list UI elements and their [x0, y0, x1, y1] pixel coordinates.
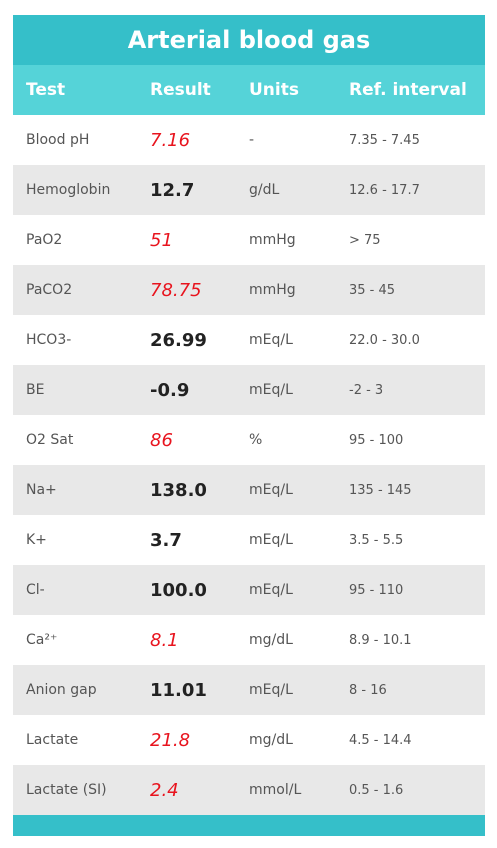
table-row: Na+ 138.0 mEq/L 135 - 145: [13, 465, 485, 515]
ref-interval-cell: 8.9 - 10.1: [349, 632, 412, 648]
ref-interval-cell: 12.6 - 17.7: [349, 182, 420, 198]
result-value-cell: 26.99: [150, 329, 207, 351]
test-name-cell: Anion gap: [26, 682, 97, 698]
ref-interval-cell: 4.5 - 14.4: [349, 732, 412, 748]
ref-interval-cell: 22.0 - 30.0: [349, 332, 420, 348]
header-ref-interval: Ref. interval: [349, 80, 467, 100]
result-value-cell: -0.9: [150, 379, 190, 401]
units-cell: -: [249, 132, 255, 148]
ref-interval-cell: 0.5 - 1.6: [349, 782, 404, 798]
ref-interval-cell: 3.5 - 5.5: [349, 532, 404, 548]
test-name-cell: Lactate (SI): [26, 782, 107, 798]
result-value-cell: 8.1: [150, 629, 179, 651]
ref-interval-cell: -2 - 3: [349, 382, 384, 398]
ref-interval-cell: 95 - 100: [349, 432, 404, 448]
table-row: Anion gap 11.01 mEq/L 8 - 16: [13, 665, 485, 715]
units-cell: mmol/L: [249, 782, 302, 798]
header-test: Test: [26, 80, 66, 100]
ref-interval-cell: 95 - 110: [349, 582, 404, 598]
table-row: Cl- 100.0 mEq/L 95 - 110: [13, 565, 485, 615]
header-result: Result: [150, 80, 211, 100]
units-cell: %: [249, 432, 263, 448]
table-row: Lactate 21.8 mg/dL 4.5 - 14.4: [13, 715, 485, 765]
units-cell: mEq/L: [249, 332, 293, 348]
units-cell: mmHg: [249, 282, 296, 298]
test-name-cell: Na+: [26, 482, 57, 498]
result-value-cell: 86: [150, 429, 173, 451]
table-body: Blood pH 7.16 - 7.35 - 7.45 Hemoglobin 12.7 g/…: [13, 115, 485, 815]
table-footer-bar: [13, 815, 485, 836]
result-value-cell: 51: [150, 229, 173, 251]
result-value-cell: 7.16: [150, 129, 191, 151]
units-cell: mg/dL: [249, 632, 293, 648]
table-row: PaO2 51 mmHg > 75: [13, 215, 485, 265]
table-row: Ca²⁺ 8.1 mg/dL 8.9 - 10.1: [13, 615, 485, 665]
result-value-cell: 138.0: [150, 479, 207, 501]
table-row: Blood pH 7.16 - 7.35 - 7.45: [13, 115, 485, 165]
table-row: BE -0.9 mEq/L -2 - 3: [13, 365, 485, 415]
ref-interval-cell: 35 - 45: [349, 282, 396, 298]
result-value-cell: 11.01: [150, 679, 207, 701]
result-value-cell: 100.0: [150, 579, 207, 601]
ref-interval-cell: 7.35 - 7.45: [349, 132, 420, 148]
table-row: Hemoglobin 12.7 g/dL 12.6 - 17.7: [13, 165, 485, 215]
test-name-cell: Hemoglobin: [26, 182, 111, 198]
test-name-cell: PaCO2: [26, 282, 73, 298]
units-cell: mEq/L: [249, 382, 293, 398]
result-value-cell: 2.4: [150, 779, 179, 801]
test-name-cell: O2 Sat: [26, 432, 74, 448]
result-value-cell: 78.75: [150, 279, 202, 301]
table-title: Arterial blood gas: [13, 15, 485, 65]
ref-interval-cell: 135 - 145: [349, 482, 412, 498]
test-name-cell: Blood pH: [26, 132, 90, 148]
test-name-cell: PaO2: [26, 232, 63, 248]
table-header-row: Test Result Units Ref. interval: [13, 65, 485, 115]
units-cell: mEq/L: [249, 482, 293, 498]
test-name-cell: Ca²⁺: [26, 632, 58, 648]
test-name-cell: BE: [26, 382, 45, 398]
units-cell: g/dL: [249, 182, 280, 198]
units-cell: mg/dL: [249, 732, 293, 748]
test-name-cell: HCO3-: [26, 332, 72, 348]
test-name-cell: Cl-: [26, 582, 45, 598]
abg-results-panel: Arterial blood gas Test Result Units Ref…: [13, 15, 485, 836]
result-value-cell: 21.8: [150, 729, 191, 751]
units-cell: mEq/L: [249, 582, 293, 598]
units-cell: mEq/L: [249, 532, 293, 548]
table-row: PaCO2 78.75 mmHg 35 - 45: [13, 265, 485, 315]
units-cell: mEq/L: [249, 682, 293, 698]
table-row: Lactate (SI) 2.4 mmol/L 0.5 - 1.6: [13, 765, 485, 815]
test-name-cell: K+: [26, 532, 47, 548]
ref-interval-cell: > 75: [349, 232, 381, 248]
result-value-cell: 3.7: [150, 529, 182, 551]
test-name-cell: Lactate: [26, 732, 79, 748]
header-units: Units: [249, 80, 299, 100]
result-value-cell: 12.7: [150, 179, 195, 201]
ref-interval-cell: 8 - 16: [349, 682, 387, 698]
table-row: K+ 3.7 mEq/L 3.5 - 5.5: [13, 515, 485, 565]
table-row: HCO3- 26.99 mEq/L 22.0 - 30.0: [13, 315, 485, 365]
units-cell: mmHg: [249, 232, 296, 248]
table-row: O2 Sat 86% 95 - 100: [13, 415, 485, 465]
